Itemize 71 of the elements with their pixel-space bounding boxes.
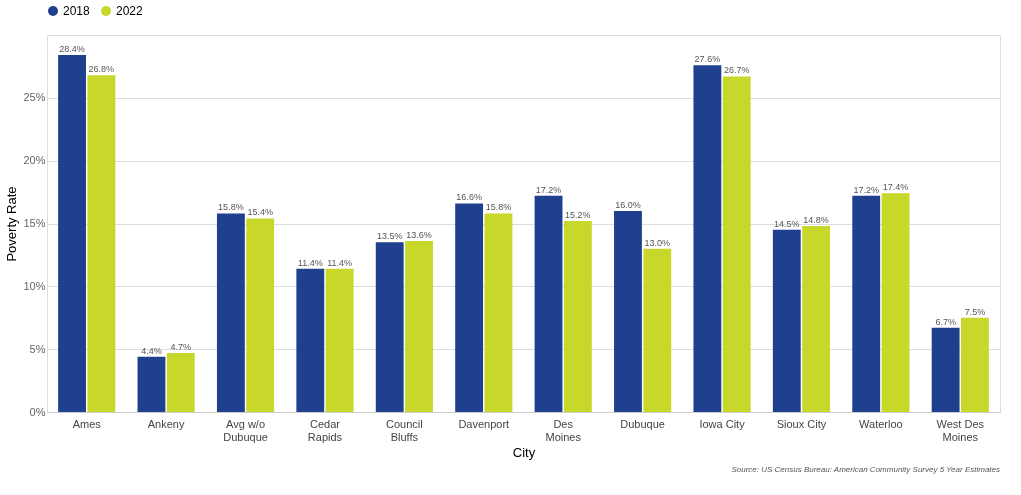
x-tick-label: Iowa City	[699, 417, 746, 430]
data-label: 15.8%	[218, 202, 244, 213]
data-label: 15.8%	[485, 202, 512, 213]
y-tick-label: 10%	[23, 279, 46, 292]
x-tick-label: West Des Moines	[936, 417, 985, 443]
data-label: 16.0%	[615, 199, 641, 210]
bar	[484, 213, 513, 412]
bar	[296, 268, 325, 412]
y-tick-label: 5%	[29, 342, 46, 355]
bar	[772, 229, 801, 412]
bar	[216, 213, 245, 412]
x-tick-label: Council Bluffs	[386, 417, 423, 443]
x-tick-label: Sioux City	[776, 417, 827, 430]
bar	[643, 248, 672, 412]
data-label: 13.0%	[644, 237, 671, 248]
y-axis-title: Poverty Rate	[4, 186, 20, 262]
bar	[375, 242, 404, 412]
bar	[931, 327, 960, 412]
x-tick-label: Davenport	[458, 417, 510, 430]
source-note: Source: US Census Bureau: American Community Survey 5 Year Estimates	[731, 465, 1000, 474]
bar	[534, 195, 563, 412]
data-label: 17.2%	[535, 184, 562, 195]
bar	[563, 220, 592, 412]
data-label: 15.2%	[565, 209, 591, 220]
x-tick-label: Waterloo	[859, 417, 903, 430]
data-label: 13.5%	[376, 231, 403, 242]
bar	[881, 193, 910, 412]
bar	[58, 55, 86, 412]
data-label: 26.8%	[88, 64, 115, 75]
data-label: 15.4%	[247, 207, 273, 218]
data-label: 4.7%	[170, 341, 192, 352]
bar	[246, 218, 275, 412]
x-tick-label: Dubuque	[620, 417, 665, 430]
y-tick-label: 0%	[29, 405, 46, 418]
bar	[87, 75, 116, 412]
data-label: 4.4%	[141, 345, 162, 356]
data-label: 17.4%	[882, 182, 909, 193]
data-label: 16.6%	[456, 192, 482, 203]
y-tick-label: 20%	[23, 154, 46, 167]
data-label: 14.5%	[774, 218, 800, 229]
bar	[166, 352, 195, 412]
bar	[405, 241, 433, 412]
y-tick-label: 15%	[23, 217, 46, 229]
x-tick-label: Des Moines	[545, 417, 582, 443]
data-label: 13.6%	[406, 230, 432, 241]
legend-label: 2022	[116, 4, 144, 18]
bar	[455, 203, 484, 412]
legend-label: 2018	[63, 4, 91, 18]
data-label: 11.4%	[297, 257, 323, 268]
data-label: 26.7%	[723, 65, 750, 76]
data-label: 17.2%	[853, 184, 879, 195]
bar	[852, 195, 881, 412]
bar	[802, 226, 831, 412]
data-label: 27.6%	[694, 54, 721, 65]
data-label: 28.4%	[59, 44, 85, 55]
x-tick-label: Ames	[72, 417, 102, 430]
x-tick-label: Cedar Rapids	[307, 417, 343, 443]
x-tick-label: Avg w/o Dubuque	[223, 417, 268, 443]
bar	[961, 317, 989, 412]
bar	[693, 65, 722, 412]
data-label: 14.8%	[803, 215, 829, 226]
data-label: 11.4%	[327, 257, 353, 268]
data-label: 7.5%	[964, 306, 986, 317]
y-tick-label: 25%	[23, 91, 46, 104]
bar	[614, 210, 642, 412]
data-label: 6.7%	[935, 316, 956, 327]
x-tick-label: Ankeny	[147, 417, 185, 430]
bar	[325, 268, 354, 412]
bar	[137, 356, 166, 412]
x-axis-title: City	[512, 444, 536, 460]
bar	[722, 76, 751, 412]
